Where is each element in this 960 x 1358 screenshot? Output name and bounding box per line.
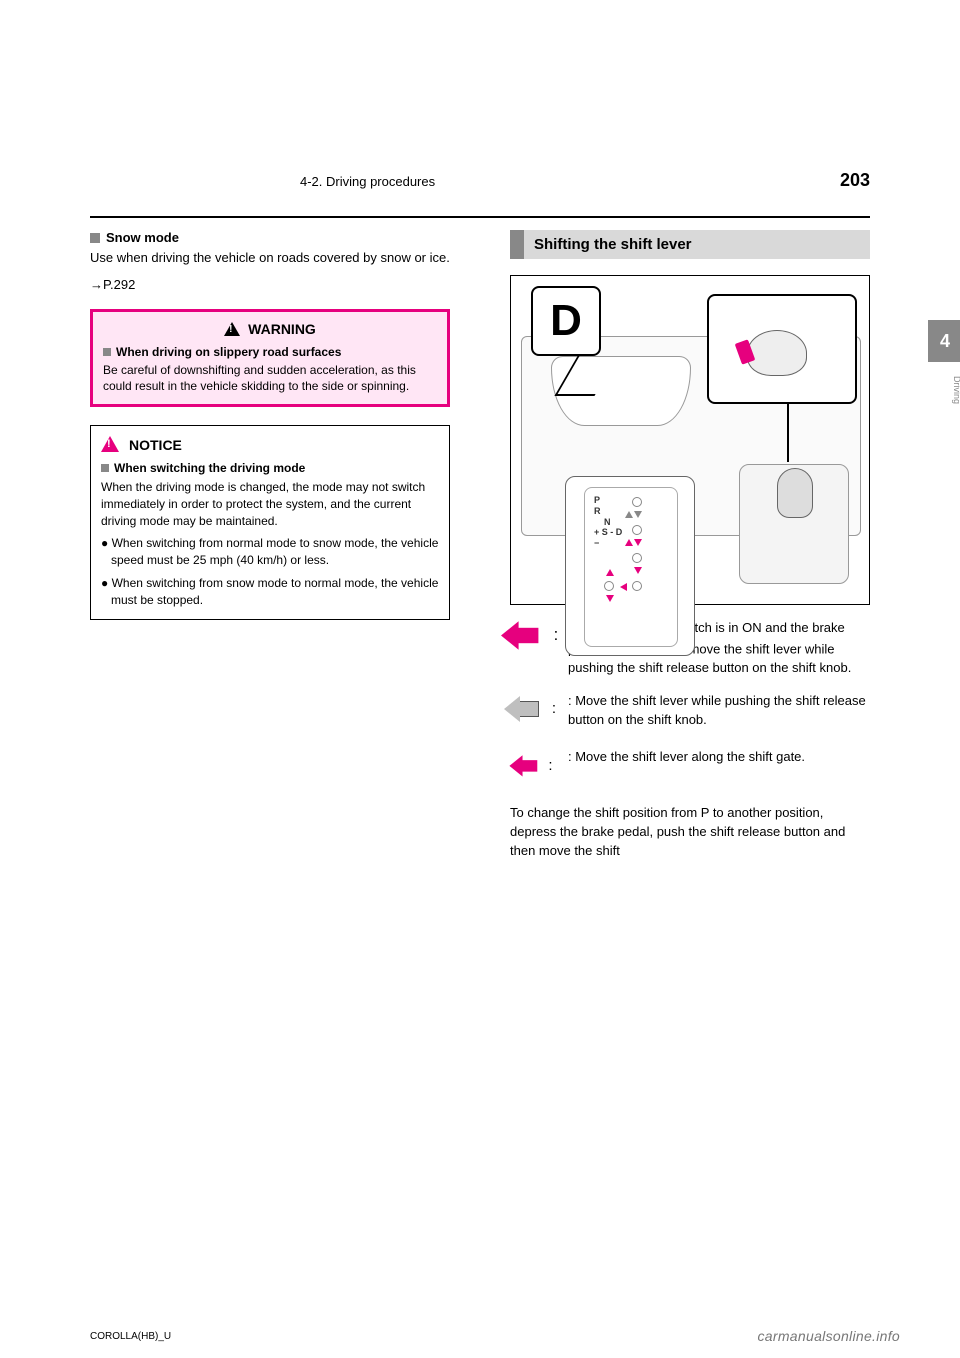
square-bullet-icon <box>103 348 111 356</box>
legend-colon: : <box>552 700 556 717</box>
content-area: Snow mode Use when driving the vehicle o… <box>90 230 870 1318</box>
shift-gate: P R N + S - D − <box>565 476 695 656</box>
shift-knob-icon <box>747 330 807 376</box>
gate-arrow-down-pink-icon <box>634 539 642 546</box>
warning-subhead: When driving on slippery road surfaces <box>103 345 437 359</box>
breadcrumb: 4-2. Driving procedures <box>300 174 435 189</box>
gate-arrow-down-gray-icon <box>634 511 642 518</box>
notice-bullet-1: ● When switching from normal mode to sno… <box>101 535 439 569</box>
gate-arrow-up-pink-icon <box>606 569 614 576</box>
snow-mode-body: Use when driving the vehicle on roads co… <box>90 249 450 268</box>
warning-box: WARNING When driving on slippery road su… <box>90 309 450 407</box>
notice-sub-text: When switching the driving mode <box>114 461 305 475</box>
footer-model-code: COROLLA(HB)_U <box>90 1331 171 1342</box>
notice-bullet-1-text: When switching from normal mode to snow … <box>111 536 438 567</box>
notice-triangle-icon <box>101 436 119 452</box>
gate-label-d: D <box>616 527 623 537</box>
header-rule <box>90 216 870 218</box>
thick-pink-arrow-icon: : <box>508 619 561 663</box>
gate-arrow-up-gray-icon <box>625 511 633 518</box>
legend-gate-text: : Move the shift lever along the shift g… <box>568 748 805 767</box>
chapter-tab: 4 <box>928 320 960 362</box>
console-shifter <box>777 468 813 518</box>
arrow-shape <box>514 628 538 643</box>
gate-label-p: P <box>594 495 622 506</box>
arrow-shape <box>516 702 538 716</box>
chapter-tab-label: Driving <box>928 365 960 415</box>
warning-title: WARNING <box>248 321 316 337</box>
notice-title-row: NOTICE <box>101 434 439 455</box>
operation-note: To change the shift position from P to a… <box>510 804 870 861</box>
square-bullet-icon <box>101 464 109 472</box>
gate-pos-dot <box>604 581 614 591</box>
gray-arrow-icon: : <box>510 694 558 734</box>
gate-arrow-up-pink-icon <box>625 539 633 546</box>
gate-plus: + <box>594 527 599 537</box>
warning-title-row: WARNING <box>103 320 437 339</box>
legend-colon: : <box>548 757 552 774</box>
display-callout: D <box>531 286 601 356</box>
legend-colon: : <box>554 626 559 645</box>
gate-arrow-down-pink-icon <box>606 595 614 602</box>
warning-sub-text: When driving on slippery road surfaces <box>116 345 341 359</box>
legend-row-release: : : Move the shift lever while pushing t… <box>510 692 870 734</box>
right-column: Shifting the shift lever D P R N <box>510 230 870 868</box>
gate-pos-dot <box>632 553 642 563</box>
gate-label-n: N <box>604 517 622 528</box>
page-link[interactable]: →P.292 <box>90 276 450 295</box>
gate-arrow-down-pink-icon <box>634 567 642 574</box>
snow-mode-heading: Snow mode <box>90 230 450 245</box>
notice-bullet-2: ● When switching from snow mode to norma… <box>101 575 439 609</box>
square-bullet-icon <box>90 233 100 243</box>
notice-body: When the driving mode is changed, the mo… <box>101 479 439 529</box>
page-link-text: P.292 <box>103 277 135 292</box>
manual-page: 4-2. Driving procedures 203 4 Driving Sn… <box>0 0 960 1358</box>
gate-minus: − <box>594 538 622 549</box>
arrow-shape <box>519 760 537 771</box>
section-heading: Shifting the shift lever <box>510 230 870 259</box>
zoom-leader-line <box>787 402 789 462</box>
notice-title: NOTICE <box>129 437 182 453</box>
warning-body: Be careful of downshifting and sudden ac… <box>103 362 437 394</box>
gate-labels: P R N + S - D − <box>594 495 622 549</box>
page-header: 4-2. Driving procedures 203 <box>0 170 960 202</box>
gate-pos-dot <box>632 497 642 507</box>
page-number: 203 <box>840 170 870 191</box>
gate-label-r: R <box>594 506 622 517</box>
shift-lever-illustration: D P R N + S - D <box>510 275 870 605</box>
gate-arrow-left-pink-icon <box>620 583 627 591</box>
left-column: Snow mode Use when driving the vehicle o… <box>90 230 450 620</box>
thin-pink-arrow-icon: : <box>514 753 553 786</box>
notice-subhead: When switching the driving mode <box>101 461 439 475</box>
legend-row-gate: : : Move the shift lever along the shift… <box>510 748 870 790</box>
legend-release-text: : Move the shift lever while pushing the… <box>568 692 870 730</box>
gate-label-sd: + S - D <box>594 527 622 538</box>
warning-triangle-icon <box>224 322 240 336</box>
shift-knob-zoom <box>707 294 857 404</box>
gate-pos-dot <box>632 525 642 535</box>
source-watermark: carmanualsonline.info <box>758 1328 901 1344</box>
gate-pos-dot <box>632 581 642 591</box>
gate-label-s: S <box>602 527 608 537</box>
snow-mode-title: Snow mode <box>106 230 179 245</box>
notice-bullet-2-text: When switching from snow mode to normal … <box>111 576 438 607</box>
notice-box: NOTICE When switching the driving mode W… <box>90 425 450 620</box>
